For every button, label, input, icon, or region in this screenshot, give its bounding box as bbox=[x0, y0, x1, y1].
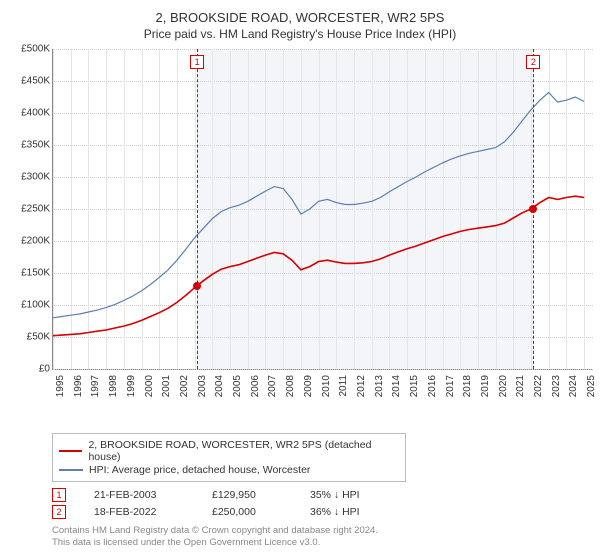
x-tick-label: 1998 bbox=[108, 375, 119, 397]
x-tick-label: 2006 bbox=[250, 375, 261, 397]
y-tick-label: £200K bbox=[21, 236, 50, 247]
legend-row: 2, BROOKSIDE ROAD, WORCESTER, WR2 5PS (d… bbox=[59, 439, 399, 463]
x-tick-label: 1997 bbox=[90, 375, 101, 397]
plot-area: 12 bbox=[52, 49, 593, 370]
sale-date: 18-FEB-2022 bbox=[94, 506, 184, 518]
y-tick-label: £150K bbox=[21, 268, 50, 279]
legend-swatch bbox=[59, 469, 83, 471]
series-hpi bbox=[53, 93, 584, 318]
legend-swatch bbox=[59, 450, 82, 452]
y-tick-label: £450K bbox=[21, 76, 50, 87]
x-tick-label: 2000 bbox=[144, 375, 155, 397]
sale-number-box: 2 bbox=[52, 505, 66, 519]
x-tick-label: 2008 bbox=[285, 375, 296, 397]
chart-title: 2, BROOKSIDE ROAD, WORCESTER, WR2 5PS bbox=[8, 10, 592, 25]
series-property bbox=[53, 196, 584, 336]
x-tick-label: 2014 bbox=[391, 375, 402, 397]
x-tick-label: 2004 bbox=[214, 375, 225, 397]
sale-row: 1 21-FEB-2003 £129,950 35% ↓ HPI bbox=[52, 488, 592, 502]
sale-diff: 35% ↓ HPI bbox=[310, 489, 360, 501]
legend-label: 2, BROOKSIDE ROAD, WORCESTER, WR2 5PS (d… bbox=[88, 439, 399, 463]
x-tick-label: 2011 bbox=[338, 375, 349, 397]
x-tick-label: 2018 bbox=[462, 375, 473, 397]
x-tick-label: 2003 bbox=[197, 375, 208, 397]
sale-dot bbox=[193, 282, 201, 290]
x-tick-label: 2007 bbox=[267, 375, 278, 397]
legend-label: HPI: Average price, detached house, Worc… bbox=[89, 464, 310, 476]
x-tick-label: 2017 bbox=[445, 375, 456, 397]
x-tick-label: 1996 bbox=[73, 375, 84, 397]
y-tick-label: £250K bbox=[21, 204, 50, 215]
x-tick-label: 2013 bbox=[374, 375, 385, 397]
x-tick-label: 2005 bbox=[232, 375, 243, 397]
y-tick-label: £350K bbox=[21, 140, 50, 151]
x-tick-label: 2022 bbox=[533, 375, 544, 397]
sale-dot bbox=[529, 205, 537, 213]
x-tick-label: 1999 bbox=[126, 375, 137, 397]
footer-line1: Contains HM Land Registry data © Crown c… bbox=[52, 525, 592, 537]
y-tick-label: £400K bbox=[21, 108, 50, 119]
line-svg bbox=[53, 49, 593, 369]
y-tick-label: £300K bbox=[21, 172, 50, 183]
x-tick-label: 2012 bbox=[356, 375, 367, 397]
legend-row: HPI: Average price, detached house, Worc… bbox=[59, 464, 399, 476]
x-tick-label: 2020 bbox=[498, 375, 509, 397]
x-tick-label: 2015 bbox=[409, 375, 420, 397]
footer-attribution: Contains HM Land Registry data © Crown c… bbox=[52, 525, 592, 550]
x-tick-label: 1995 bbox=[55, 375, 66, 397]
sale-price: £250,000 bbox=[212, 506, 282, 518]
y-tick-label: £0 bbox=[39, 364, 50, 375]
sale-date: 21-FEB-2003 bbox=[94, 489, 184, 501]
x-tick-label: 2023 bbox=[551, 375, 562, 397]
y-tick-label: £50K bbox=[27, 332, 50, 343]
chart-container: £0 £50K £100K £150K £200K £250K £300K £350K £400… bbox=[8, 49, 592, 429]
y-axis: £0£50K£100K£150K£200K£250K£300K£350K£400… bbox=[8, 49, 52, 369]
footer-line2: This data is licensed under the Open Gov… bbox=[52, 537, 592, 549]
x-tick-label: 2025 bbox=[586, 375, 597, 397]
sale-number-box: 1 bbox=[52, 488, 66, 502]
y-tick-label: £100K bbox=[21, 300, 50, 311]
y-tick-label: £500K bbox=[21, 44, 50, 55]
sale-marker-box: 1 bbox=[190, 55, 204, 69]
sale-marker-box: 2 bbox=[526, 55, 540, 69]
x-tick-label: 2002 bbox=[179, 375, 190, 397]
x-tick-label: 2010 bbox=[321, 375, 332, 397]
sale-price: £129,950 bbox=[212, 489, 282, 501]
x-tick-label: 2016 bbox=[427, 375, 438, 397]
x-tick-label: 2019 bbox=[480, 375, 491, 397]
gridline-h bbox=[53, 369, 593, 370]
x-tick-label: 2024 bbox=[568, 375, 579, 397]
x-tick-label: 2021 bbox=[515, 375, 526, 397]
sale-diff: 36% ↓ HPI bbox=[310, 506, 360, 518]
x-axis: 1995 1996 1997 1998 1999 2000 2001 2002 2003 2004… bbox=[52, 371, 592, 427]
legend-box: 2, BROOKSIDE ROAD, WORCESTER, WR2 5PS (d… bbox=[52, 433, 406, 482]
sales-table: 1 21-FEB-2003 £129,950 35% ↓ HPI 2 18-FEB-202… bbox=[52, 488, 592, 519]
x-tick-label: 2009 bbox=[303, 375, 314, 397]
x-tick-label: 2001 bbox=[161, 375, 172, 397]
sale-row: 2 18-FEB-2022 £250,000 36% ↓ HPI bbox=[52, 505, 592, 519]
sale-vline bbox=[197, 49, 198, 369]
chart-subtitle: Price paid vs. HM Land Registry's House … bbox=[8, 27, 592, 41]
